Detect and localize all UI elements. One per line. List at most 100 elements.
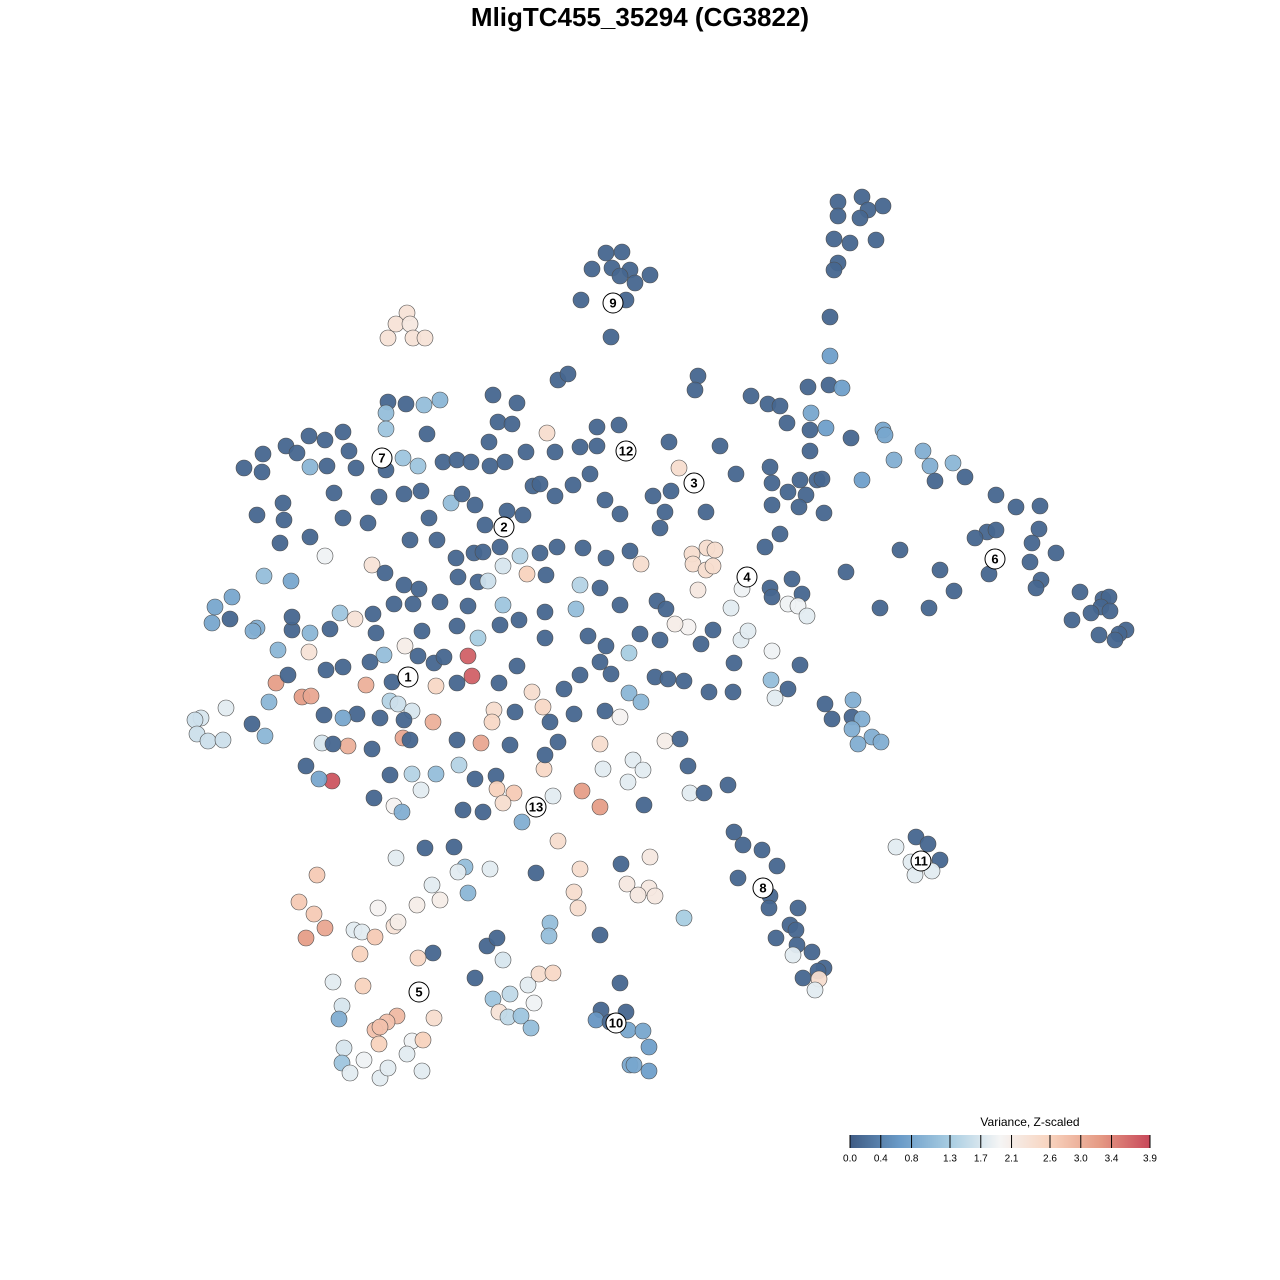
- point: [371, 1018, 389, 1036]
- point: [579, 627, 597, 645]
- point: [641, 266, 659, 284]
- point: [459, 647, 477, 665]
- point: [583, 260, 601, 278]
- point: [766, 689, 784, 707]
- point: [217, 699, 235, 717]
- point: [409, 457, 427, 475]
- point: [442, 494, 460, 512]
- point: [301, 624, 319, 642]
- point: [339, 737, 357, 755]
- point: [398, 1045, 416, 1063]
- point: [346, 610, 364, 628]
- point: [821, 347, 839, 365]
- colorbar-tick-label: 1.7: [974, 1154, 988, 1165]
- point: [496, 453, 514, 471]
- point: [611, 596, 629, 614]
- point: [853, 471, 871, 489]
- point: [275, 511, 293, 529]
- point: [489, 413, 507, 431]
- point: [612, 855, 630, 873]
- point: [367, 624, 385, 642]
- point: [483, 713, 501, 731]
- point: [794, 969, 812, 987]
- point: [722, 599, 740, 617]
- point: [484, 386, 502, 404]
- point: [370, 488, 388, 506]
- point: [450, 756, 468, 774]
- point: [508, 657, 526, 675]
- points: [186, 188, 1135, 1087]
- point: [423, 876, 441, 894]
- cluster-label-badge: [984, 548, 1006, 570]
- point: [779, 483, 797, 501]
- point: [926, 472, 944, 490]
- colorbar-tick-label: 3.4: [1105, 1154, 1119, 1165]
- colorbar-tick-label: 0.0: [843, 1154, 857, 1165]
- point: [395, 485, 413, 503]
- point: [956, 468, 974, 486]
- point: [403, 765, 421, 783]
- point: [867, 231, 885, 249]
- point: [619, 773, 637, 791]
- point: [815, 504, 833, 522]
- point: [491, 538, 509, 556]
- point: [763, 588, 781, 606]
- point: [704, 621, 722, 639]
- point: [679, 757, 697, 775]
- point: [548, 538, 566, 556]
- point: [361, 653, 379, 671]
- point: [611, 974, 629, 992]
- point: [459, 884, 477, 902]
- point: [591, 798, 609, 816]
- point: [651, 519, 669, 537]
- point: [761, 458, 779, 476]
- point: [644, 487, 662, 505]
- point: [549, 733, 567, 751]
- point: [1063, 611, 1081, 629]
- point: [394, 449, 412, 467]
- point: [591, 579, 609, 597]
- colorbar-tick-label: 2.1: [1005, 1154, 1019, 1165]
- point: [321, 620, 339, 638]
- point: [597, 549, 615, 567]
- point: [401, 731, 419, 749]
- colorbar-tick-label: 3.0: [1074, 1154, 1088, 1165]
- point: [341, 1064, 359, 1082]
- point: [369, 899, 387, 917]
- point: [574, 539, 592, 557]
- point: [656, 732, 674, 750]
- cluster-label-badge: [493, 516, 515, 538]
- point: [274, 494, 292, 512]
- point: [243, 715, 261, 733]
- point: [689, 581, 707, 599]
- point: [1031, 497, 1049, 515]
- point: [724, 683, 742, 701]
- point: [317, 661, 335, 679]
- point: [920, 599, 938, 617]
- point: [1082, 604, 1100, 622]
- point: [670, 459, 688, 477]
- point: [525, 994, 543, 1012]
- point: [874, 197, 892, 215]
- point: [389, 913, 407, 931]
- point: [686, 381, 704, 399]
- point: [363, 556, 381, 574]
- point: [310, 770, 328, 788]
- point: [763, 496, 781, 514]
- point: [729, 869, 747, 887]
- point: [463, 667, 481, 685]
- point: [739, 622, 757, 640]
- point: [771, 397, 789, 415]
- point: [771, 525, 789, 543]
- colorbar-bar: [850, 1135, 1150, 1148]
- point: [783, 570, 801, 588]
- point: [837, 563, 855, 581]
- cluster-label: 3: [690, 475, 697, 490]
- cluster-label: 1: [404, 669, 411, 684]
- cluster-label-badge: [408, 981, 430, 1003]
- point: [223, 588, 241, 606]
- point: [536, 629, 554, 647]
- point: [753, 841, 771, 859]
- point: [829, 193, 847, 211]
